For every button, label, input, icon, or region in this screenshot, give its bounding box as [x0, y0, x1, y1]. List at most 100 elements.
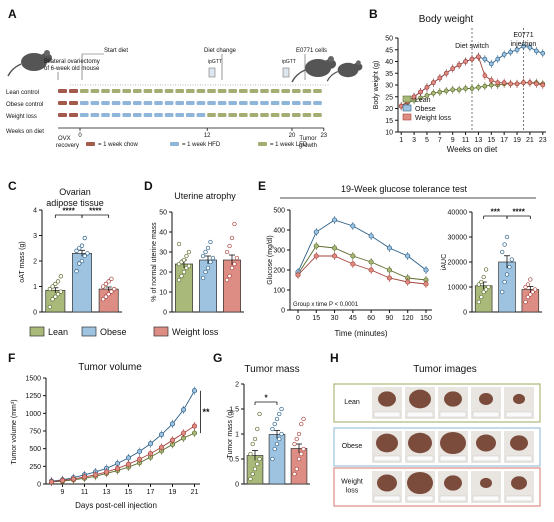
chart-b-point: [521, 80, 526, 86]
chart-f-point: [147, 441, 154, 447]
chart-b-y-tick-label: 10: [385, 130, 393, 137]
chart-b-point: [443, 88, 449, 94]
chart-g-dot: [257, 411, 262, 417]
chart-b-x-tick-label: 15: [487, 137, 495, 144]
chart-e2-dot: [502, 242, 507, 247]
timeline-legend-label: = 1 week LFD: [270, 142, 308, 148]
chart-e2-y-tick-label: 40000: [448, 210, 468, 217]
tumor-ruler: [406, 495, 434, 502]
chart-d-dot: [184, 253, 189, 259]
chart-e-point: [350, 223, 356, 229]
week-block: [260, 89, 269, 93]
chart-b-point: [488, 61, 494, 67]
tumor-ruler: [406, 411, 434, 418]
chart-c-dot: [53, 281, 58, 287]
chart-e2-dot: [500, 289, 505, 295]
week-block: [133, 101, 142, 105]
chart-c-dot: [103, 294, 109, 299]
chart-b-point: [527, 45, 533, 50]
week-block: [80, 89, 89, 93]
chart-b-x-tick-label: 7: [438, 137, 442, 144]
timeline-row-label: Weight loss: [6, 114, 37, 120]
timeline-row-label: Lean control: [6, 90, 39, 96]
chart-g-dot: [294, 466, 299, 472]
week-block: [196, 89, 206, 93]
chart-f-y-tick-label: 500: [29, 446, 41, 453]
chart-e-x-tick-label: 60: [367, 315, 375, 322]
chart-d-dot: [208, 239, 213, 245]
tumor-image: [377, 474, 397, 492]
week-block: [90, 113, 100, 117]
chart-e-point: [313, 243, 319, 249]
tumor-row-label: Lean: [344, 399, 360, 406]
chart-e-y-tick-label: 300: [273, 248, 285, 255]
chart-d-y-tick-label: 50: [159, 210, 167, 217]
chart-d-dot: [181, 269, 187, 275]
chart-e2-sig-label: ****: [512, 208, 525, 217]
chart-e-point: [423, 281, 429, 287]
chart-e-point: [313, 229, 319, 235]
week-block: [239, 113, 248, 117]
chart-b-point: [463, 86, 468, 91]
chart-b-y-tick-label: 50: [385, 36, 393, 43]
chart-e2-dot: [530, 289, 535, 295]
chart-e-point: [405, 253, 411, 259]
legend-swatch: [258, 142, 267, 146]
chart-d-dot: [200, 275, 206, 281]
annot-diet-change: Diet change: [204, 48, 237, 54]
chart-f-x-tick-label: 21: [191, 489, 199, 496]
chart-d-dot: [205, 245, 211, 251]
chart-e-ylabel: Glucose (mg/dl): [267, 235, 274, 284]
chart-b-point: [501, 52, 507, 57]
chart-b-point: [476, 84, 481, 90]
chart-title-h: Tumor images: [413, 364, 477, 375]
week-block: [164, 101, 174, 105]
mouse-ear: [44, 50, 50, 56]
chart-b-point: [508, 49, 513, 55]
chart-e2-y-tick-label: 20000: [448, 260, 468, 267]
chart-c-dot: [85, 251, 90, 256]
chart-c-y-tick-label: 0: [33, 310, 37, 317]
chart-g-dot: [252, 436, 258, 442]
chart-f-y-tick-label: 750: [29, 429, 41, 436]
week-block: [143, 101, 153, 105]
chart-b-legend-label: Weight loss: [415, 115, 452, 122]
chart-e-y-tick-label: 200: [273, 268, 285, 275]
chart-f-point: [191, 430, 198, 436]
week-block: [101, 113, 110, 117]
chart-b-y-tick-label: 40: [385, 59, 393, 66]
week-block: [133, 89, 142, 93]
chart-d-dot: [203, 269, 208, 275]
chart-e2-dot: [509, 257, 514, 262]
chart-b-y-tick-label: 25: [385, 94, 393, 101]
chart-g-y-tick-label: 1: [235, 432, 239, 439]
chart-g-dot: [301, 446, 306, 452]
chart-b-ylabel: Body weight (g): [373, 61, 380, 110]
chart-b-x-tick-label: 9: [451, 137, 455, 144]
chart-e-point: [332, 253, 338, 259]
chart-g-dot: [301, 416, 306, 422]
syringe-icon: [208, 67, 216, 78]
annot-ipgtt-2: ipGTT: [282, 59, 296, 65]
chart-b-y-tick-label: 30: [385, 83, 393, 90]
tumor-ruler: [373, 411, 401, 418]
chart-e2-ylabel: iAUC: [441, 254, 448, 270]
chart-e-series-line: [297, 219, 427, 273]
chart-e-point: [423, 267, 429, 273]
chart-f-point: [92, 472, 99, 478]
chart-e-point: [332, 245, 338, 251]
chart-b-x-tick-label: 1: [399, 137, 403, 144]
week-block: [228, 101, 237, 105]
chart-c-dot: [109, 276, 114, 282]
chart-b-x-tick-label: 13: [475, 137, 483, 144]
week-block: [122, 89, 131, 93]
chart-c-dot: [82, 235, 87, 241]
panel-letter-b: B: [369, 7, 378, 21]
chart-e-point: [386, 267, 392, 273]
syringe-icon: [282, 67, 290, 78]
chart-b-point: [508, 81, 513, 87]
chart-e-xlabel: Time (minutes): [334, 329, 387, 338]
week-block: [302, 101, 312, 105]
chart-b-point: [488, 77, 494, 83]
